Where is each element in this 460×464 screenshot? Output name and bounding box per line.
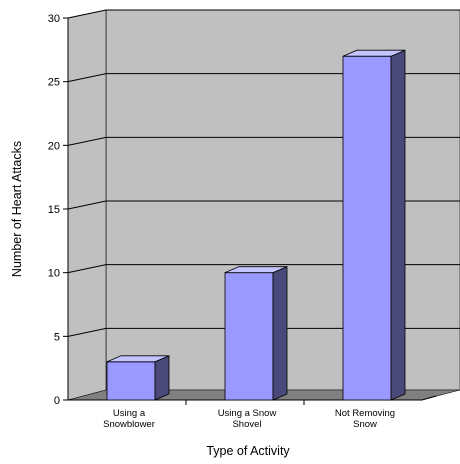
bar-side: [390, 49, 406, 401]
bar-top: [224, 266, 288, 274]
bar: [106, 355, 170, 401]
bar-side: [272, 266, 288, 401]
y-tick-label: 30: [48, 13, 60, 25]
gridline: [67, 264, 460, 274]
y-tick-label: 0: [54, 395, 60, 407]
y-tick-label: 15: [48, 204, 60, 216]
gridlines: [67, 9, 460, 337]
x-category-label-line: Using a Snow: [218, 408, 277, 419]
y-tick-labels: 0 5 10 15 20 25 30: [48, 13, 60, 407]
bars: [106, 49, 406, 401]
x-category-label-line: Shovel: [232, 419, 261, 430]
gridline: [67, 327, 460, 337]
bar-top: [106, 355, 170, 363]
x-axis-title: Type of Activity: [206, 444, 290, 458]
bar-front: [106, 361, 156, 401]
gridline: [67, 136, 460, 146]
bar-front: [342, 55, 392, 401]
x-category-label-line: Snowblower: [103, 419, 155, 430]
y-tick-label: 5: [54, 331, 60, 343]
x-category-label-line: Snow: [353, 419, 377, 430]
gridline: [67, 73, 460, 83]
x-category-label-line: Not Removing: [335, 408, 395, 419]
x-category-label-line: Using a: [113, 408, 146, 419]
x-category-label: Using a Snow Shovel: [218, 408, 277, 430]
x-axis-end: [421, 395, 437, 401]
bar-front: [224, 272, 274, 401]
y-axis-title: Number of Heart Attacks: [10, 141, 24, 277]
gridline: [67, 200, 460, 210]
gridline: [67, 9, 460, 19]
bar: [342, 49, 406, 401]
bar-side: [154, 355, 170, 401]
bar: [224, 266, 288, 401]
x-category-label: Not Removing Snow: [335, 408, 395, 430]
x-category-label: Using a Snowblower: [103, 408, 155, 430]
y-tick-label: 25: [48, 77, 60, 89]
y-tick-label: 20: [48, 140, 60, 152]
bar-top: [342, 49, 406, 57]
y-tick-label: 10: [48, 268, 60, 280]
